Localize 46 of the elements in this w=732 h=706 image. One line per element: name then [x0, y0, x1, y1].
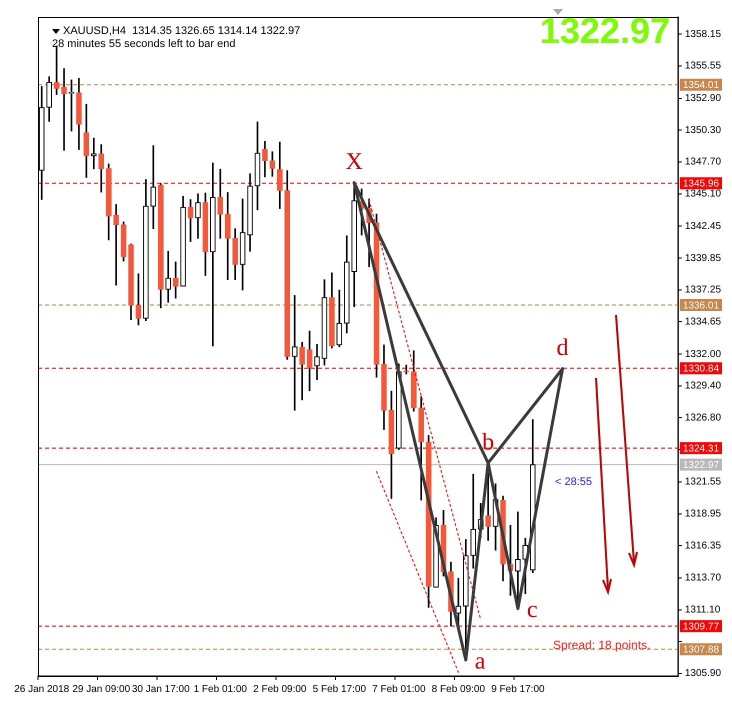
text: 28 minutes 55 seconds left to bar end [52, 38, 236, 50]
data-label: d [556, 335, 569, 362]
data-label: a [474, 648, 486, 674]
y-tick-label: 1326.80 [684, 412, 722, 424]
x-tick-label: 9 Feb 17:00 [491, 684, 546, 695]
x-tick-label: 29 Jan 09:00 [72, 684, 131, 695]
data-label: b [482, 429, 494, 456]
x-tick-label: 26 Jan 2018 [14, 684, 70, 695]
annotation: Spread: 18 points. [553, 638, 650, 652]
y-tick-label: 1334.65 [684, 316, 722, 328]
y-tick-label: 1305.90 [684, 668, 722, 680]
annotation: < 28:55 [555, 476, 592, 488]
ref-line-label: 1345.96 [682, 178, 720, 190]
y-tick-label: 1345.10 [684, 188, 722, 200]
x-tick-label: 5 Feb 17:00 [312, 684, 366, 695]
x-tick-label: 1 Feb 01:00 [194, 684, 248, 695]
y-tick-label: 1318.95 [684, 508, 722, 520]
text: XAUUSD,H4 1314.35 1326.65 1314.14 1322.97 [63, 25, 300, 37]
y-tick-label: 1313.70 [684, 572, 722, 584]
data-label: c [526, 596, 538, 623]
y-tick-label: 1337.25 [684, 284, 722, 296]
ref-line-label: 1307.88 [682, 644, 720, 656]
x-tick-label: 30 Jan 17:00 [132, 684, 190, 695]
y-tick-label: 1350.30 [684, 124, 722, 136]
y-tick-label: 1352.90 [684, 93, 722, 104]
ref-line-label: 1336.01 [682, 300, 720, 312]
y-tick-label: 1339.85 [684, 252, 722, 264]
x-tick-label: 7 Feb 01:00 [372, 684, 426, 695]
y-tick-label: 1355.55 [684, 60, 722, 72]
x-tick-label: 2 Feb 09:00 [253, 684, 307, 695]
y-tick-label: 1358.15 [684, 28, 722, 40]
y-tick-label: 1311.10 [684, 604, 721, 616]
data-label: X [346, 149, 363, 176]
y-tick-label: 1332.00 [684, 348, 722, 360]
y-tick-label: 1329.40 [684, 380, 722, 392]
y-tick-label: 1321.55 [684, 476, 722, 488]
x-tick-label: 8 Feb 09:00 [432, 684, 486, 695]
ref-line-label: 1330.84 [682, 364, 720, 375]
ref-line-label: 1324.31 [682, 443, 720, 454]
y-tick-label: 1316.35 [684, 540, 722, 552]
ref-line-label: 1354.01 [682, 80, 720, 92]
y-tick-label: 1347.70 [684, 156, 722, 168]
ref-line-label: 1322.97 [682, 460, 720, 471]
y-tick-label: 1342.45 [684, 220, 722, 232]
annotation: 1322.97 [540, 10, 670, 52]
ref-line-label: 1309.77 [682, 621, 720, 632]
